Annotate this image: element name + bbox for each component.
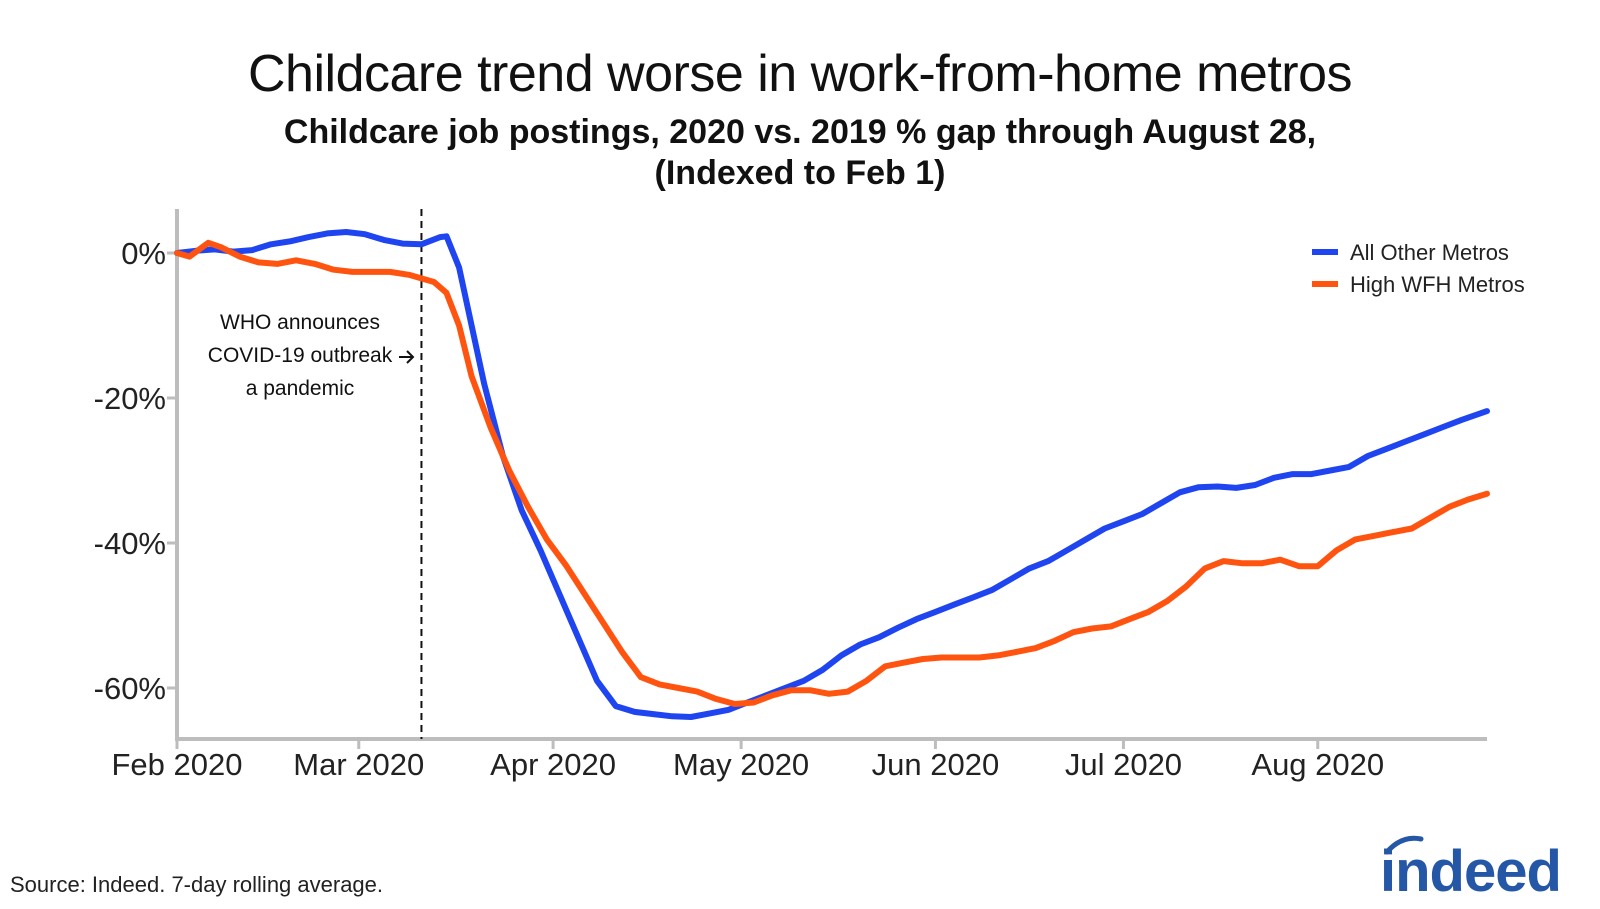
chart-legend: All Other Metros High WFH Metros: [1312, 240, 1525, 297]
series-line-high-wfh-metros: [174, 239, 1490, 707]
chart-series-lines: [174, 229, 1490, 720]
x-tick-label: Aug 2020: [1251, 747, 1384, 782]
annotation-text-line: COVID-19 outbreak: [208, 344, 393, 367]
x-tick-label: Apr 2020: [490, 747, 616, 782]
annotation-text-line: a pandemic: [246, 377, 355, 400]
y-tick-label: -40%: [94, 526, 166, 561]
y-tick-label: 0%: [121, 236, 166, 271]
chart-axes: 0% -20% -40% -60% Feb 2020 Mar 2020 Apr 2020 Ma…: [94, 209, 1487, 782]
x-tick-label: Mar 2020: [293, 747, 424, 782]
annotation-text-line: WHO announces: [220, 311, 380, 334]
x-tick-label: Feb 2020: [112, 747, 243, 782]
series-line-all-other-metros: [174, 229, 1490, 720]
y-tick-label: -60%: [94, 671, 166, 706]
annotation-arrow-icon: [399, 350, 415, 364]
legend-item-high-wfh-metros-label: High WFH Metros: [1350, 272, 1525, 297]
pandemic-annotation: WHO announces COVID-19 outbreak a pandemic: [208, 209, 423, 739]
chart-subtitle-line-2: (Indexed to Feb 1): [654, 154, 946, 192]
chart-subtitle: Childcare job postings, 2020 vs. 2019 % …: [0, 112, 1600, 194]
x-tick-label: Jun 2020: [872, 747, 1000, 782]
chart-title: Childcare trend worse in work-from-home …: [247, 45, 1353, 103]
indeed-logo-arc-icon: [1384, 835, 1424, 855]
y-tick-label: -20%: [94, 381, 166, 416]
x-tick-label: Jul 2020: [1065, 747, 1182, 782]
x-tick-label: May 2020: [673, 747, 809, 782]
indeed-logo: indeed: [1380, 839, 1562, 904]
chart-subtitle-line-1: Childcare job postings, 2020 vs. 2019 % …: [283, 113, 1317, 151]
source-note: Source: Indeed. 7-day rolling average.: [10, 872, 384, 897]
legend-item-all-other-metros-label: All Other Metros: [1350, 240, 1509, 265]
